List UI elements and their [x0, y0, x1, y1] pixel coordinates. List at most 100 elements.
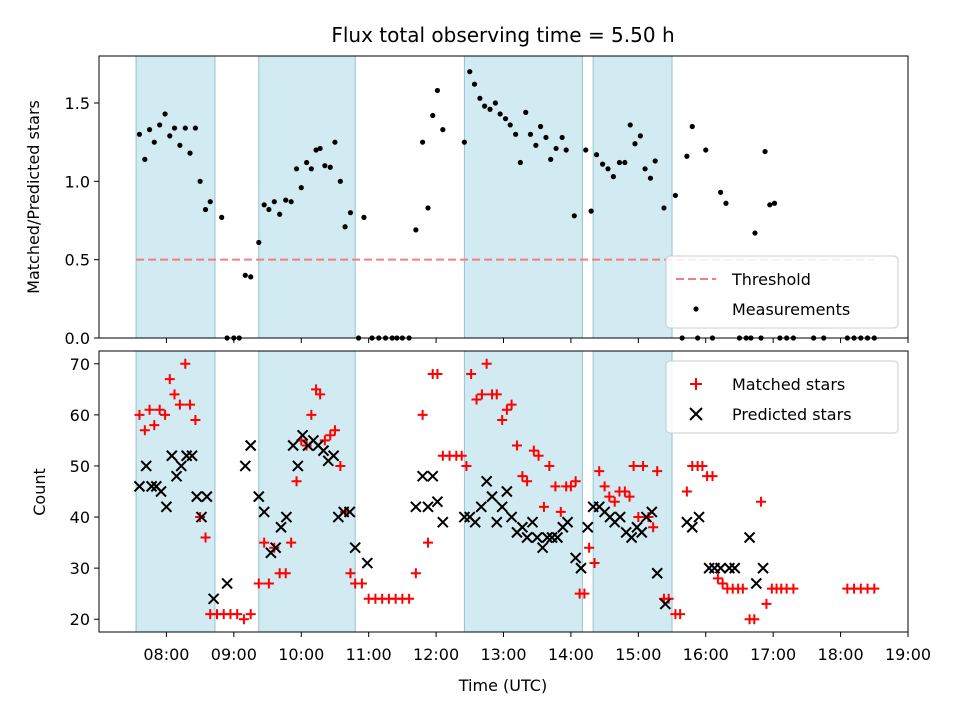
- matched-point: [286, 537, 297, 548]
- measurement-point: [327, 164, 333, 170]
- matched-point: [749, 614, 760, 625]
- predicted-point: [686, 521, 698, 533]
- predicted-point: [253, 490, 265, 503]
- measurement-point: [202, 206, 209, 213]
- y-tick-label: 30: [70, 559, 90, 578]
- predicted-point: [491, 516, 503, 528]
- x-tick-label: 10:00: [278, 645, 324, 664]
- matched-point: [648, 522, 659, 533]
- matched-point: [579, 588, 590, 599]
- predicted-point: [480, 475, 493, 487]
- observing-interval-1: [258, 55, 356, 339]
- legend-box: [665, 360, 899, 434]
- predicted-point: [145, 480, 158, 493]
- x-tick-label: 14:00: [548, 645, 594, 664]
- predicted-point: [160, 501, 173, 513]
- predicted-point: [422, 501, 434, 513]
- legend-box: [665, 255, 899, 329]
- matched-point: [329, 425, 340, 436]
- measurement-point: [672, 192, 679, 199]
- measurement-point: [197, 178, 203, 184]
- predicted-point: [496, 501, 508, 513]
- count-y-ticks: 20 30 40 50 60 70: [70, 355, 99, 629]
- predicted-point: [469, 516, 481, 528]
- observing-interval-3: [592, 55, 673, 339]
- predicted-point: [175, 460, 187, 472]
- predicted-point: [651, 567, 663, 579]
- measurement-point: [192, 125, 199, 131]
- measurement-point: [647, 175, 654, 181]
- matched-point: [476, 389, 487, 400]
- ratio-x-ticks: [165, 338, 909, 343]
- y-tick-label: 1.5: [65, 94, 90, 113]
- matched-point: [356, 578, 367, 589]
- observing-interval-0: [135, 55, 216, 339]
- measurement-point: [661, 205, 667, 211]
- measurement-point: [167, 133, 173, 139]
- predicted-point: [646, 506, 658, 518]
- predicted-point: [516, 521, 529, 533]
- predicted-point: [625, 531, 638, 544]
- matched-point: [315, 389, 326, 400]
- matched-point: [544, 460, 555, 471]
- measurement-point: [322, 163, 328, 169]
- measurement-point: [537, 123, 544, 130]
- measurement-point: [627, 122, 633, 128]
- legend-entry-label: Measurements: [732, 300, 850, 319]
- measurement-point: [347, 210, 354, 216]
- y-tick-label: 70: [70, 355, 90, 374]
- observing-interval-2: [463, 55, 583, 339]
- observing-shades: [135, 55, 673, 339]
- predicted-point: [195, 511, 208, 523]
- x-tick-label: 12:00: [413, 645, 459, 664]
- matched-point: [624, 491, 635, 502]
- measurement-point: [563, 147, 569, 153]
- measurement-point: [313, 147, 319, 153]
- matched-point: [511, 440, 522, 451]
- matched-point: [335, 460, 346, 471]
- predicted-point: [170, 470, 183, 482]
- predicted-point: [410, 501, 422, 513]
- matched-point: [737, 583, 748, 594]
- matched-point: [164, 374, 175, 385]
- measurement-point: [610, 174, 616, 180]
- measurement-point: [622, 159, 628, 166]
- predicted-point: [505, 511, 518, 523]
- measurement-point: [689, 123, 695, 130]
- series-0-0: [136, 69, 877, 341]
- measurement-point: [616, 159, 623, 166]
- matched-point: [675, 609, 686, 620]
- measurement-point: [523, 109, 529, 115]
- measurement-point: [767, 202, 773, 208]
- legend-entry-label: Threshold: [731, 270, 811, 289]
- observing-interval-0: [135, 350, 216, 633]
- matched-point: [599, 481, 610, 492]
- matched-point: [471, 394, 482, 405]
- matched-point: [325, 430, 336, 441]
- predicted-point: [526, 516, 539, 528]
- measurement-point: [497, 111, 503, 117]
- measurement-point: [248, 274, 254, 280]
- series-1-1: [133, 429, 769, 610]
- predicted-point: [239, 460, 252, 472]
- predicted-point: [280, 511, 293, 523]
- x-tick-label: 15:00: [615, 645, 661, 664]
- matched-point: [319, 435, 330, 446]
- matched-point: [232, 609, 243, 620]
- predicted-point: [531, 531, 543, 544]
- matched-point: [134, 409, 145, 420]
- matched-point: [497, 414, 508, 425]
- predicted-point: [344, 506, 356, 518]
- predicted-point: [635, 526, 648, 539]
- measurement-point: [162, 111, 168, 117]
- ratio-legend: Threshold Measurements: [665, 255, 899, 329]
- matched-point: [432, 368, 443, 379]
- matched-point: [154, 404, 165, 415]
- matched-point: [345, 568, 356, 579]
- matched-point: [466, 368, 477, 379]
- measurement-point: [266, 206, 272, 213]
- measurement-point: [588, 208, 594, 214]
- ratio-y-ticks: 0.0 0.5 1.0 1.5: [65, 94, 99, 348]
- x-axis-label: Time (UTC): [458, 676, 547, 695]
